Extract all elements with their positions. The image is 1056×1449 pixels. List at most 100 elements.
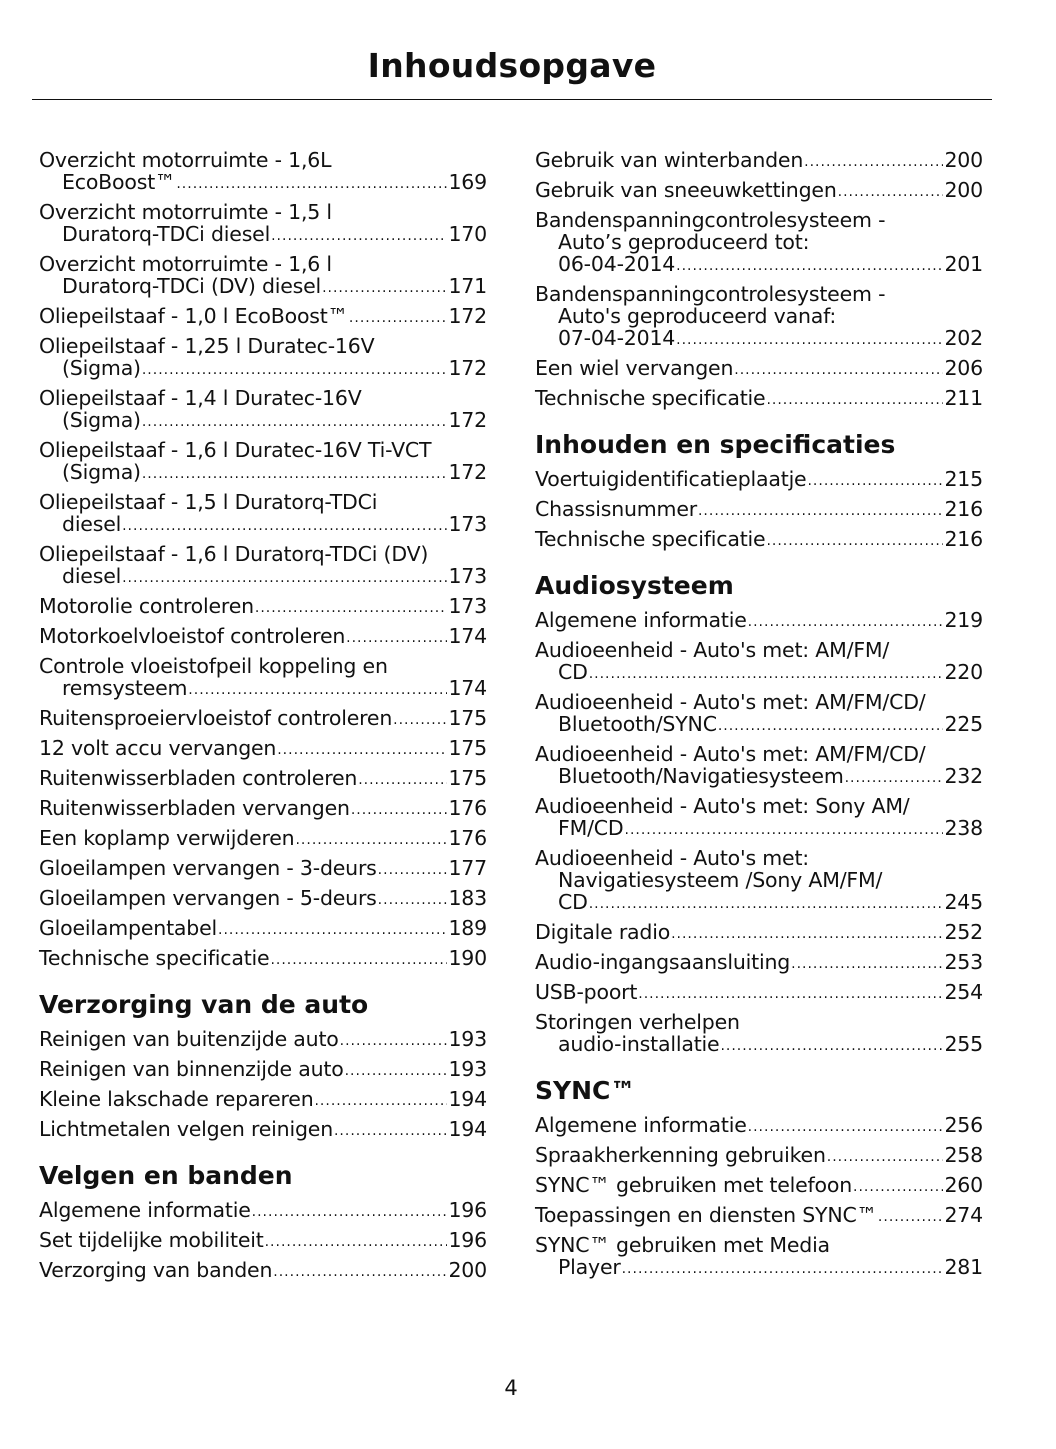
toc-page-number[interactable]: 216 (944, 527, 983, 551)
toc-entry[interactable]: Voertuigidentificatieplaatje 215 (535, 468, 983, 490)
toc-page-number[interactable]: 196 (448, 1198, 487, 1222)
toc-entry[interactable]: Gloeilampen vervangen - 3-deurs 177 (39, 857, 487, 879)
toc-page-number[interactable]: 170 (448, 222, 487, 246)
toc-entry[interactable]: Gebruik van winterbanden 200 (535, 149, 983, 171)
toc-page-number[interactable]: 260 (944, 1173, 983, 1197)
toc-page-number[interactable]: 225 (944, 712, 983, 736)
toc-page-number[interactable]: 175 (448, 736, 487, 760)
toc-page-number[interactable]: 211 (944, 386, 983, 410)
toc-page-number[interactable]: 175 (448, 766, 487, 790)
toc-page-number[interactable]: 173 (448, 512, 487, 536)
toc-entry[interactable]: Set tijdelijke mobiliteit 196 (39, 1229, 487, 1251)
toc-page-number[interactable]: 172 (448, 460, 487, 484)
toc-page-number[interactable]: 253 (944, 950, 983, 974)
toc-entry[interactable]: Digitale radio 252 (535, 921, 983, 943)
toc-entry[interactable]: Gloeilampentabel 189 (39, 917, 487, 939)
toc-page-number[interactable]: 193 (448, 1057, 487, 1081)
toc-page-number[interactable]: 189 (448, 916, 487, 940)
toc-page-number[interactable]: 200 (944, 178, 983, 202)
toc-entry[interactable]: Chassisnummer 216 (535, 498, 983, 520)
toc-page-number[interactable]: 245 (944, 890, 983, 914)
toc-page-number[interactable]: 232 (944, 764, 983, 788)
toc-page-number[interactable]: 194 (448, 1117, 487, 1141)
toc-page-number[interactable]: 258 (944, 1143, 983, 1167)
toc-entry[interactable]: Technische specificatie 211 (535, 387, 983, 409)
toc-page-number[interactable]: 196 (448, 1228, 487, 1252)
toc-page-number[interactable]: 252 (944, 920, 983, 944)
toc-entry[interactable]: SYNC™ gebruiken met telefoon 260 (535, 1174, 983, 1196)
toc-entry[interactable]: Controle vloeistofpeil koppeling en remsy… (39, 655, 487, 699)
toc-page-number[interactable]: 206 (944, 356, 983, 380)
toc-entry[interactable]: Ruitenwisserbladen vervangen 176 (39, 797, 487, 819)
toc-entry[interactable]: Ruitensproeiervloeistof controleren 175 (39, 707, 487, 729)
toc-page-number[interactable]: 171 (448, 274, 487, 298)
toc-entry[interactable]: Toepassingen en diensten SYNC™ 274 (535, 1204, 983, 1226)
toc-entry[interactable]: Technische specificatie 216 (535, 528, 983, 550)
toc-entry[interactable]: Ruitenwisserbladen controleren 175 (39, 767, 487, 789)
toc-entry[interactable]: Oliepeilstaaf - 1,4 l Duratec-16V (Sigma)… (39, 387, 487, 431)
toc-entry[interactable]: Oliepeilstaaf - 1,25 l Duratec-16V (Sigma… (39, 335, 487, 379)
toc-entry[interactable]: Motorolie controleren 173 (39, 595, 487, 617)
toc-entry[interactable]: Oliepeilstaaf - 1,6 l Duratec-16V Ti-VCT… (39, 439, 487, 483)
toc-page-number[interactable]: 219 (944, 608, 983, 632)
toc-page-number[interactable]: 200 (944, 148, 983, 172)
toc-entry[interactable]: Een koplamp verwijderen 176 (39, 827, 487, 849)
toc-entry[interactable]: Reinigen van binnenzijde auto 193 (39, 1058, 487, 1080)
toc-entry[interactable]: Spraakherkenning gebruiken 258 (535, 1144, 983, 1166)
toc-entry[interactable]: Oliepeilstaaf - 1,6 l Duratorq-TDCi (DV)… (39, 543, 487, 587)
toc-entry[interactable]: Audioeenheid - Auto's met: AM/FM/CD/Blue… (535, 691, 983, 735)
toc-page-number[interactable]: 176 (448, 796, 487, 820)
toc-page-number[interactable]: 274 (944, 1203, 983, 1227)
toc-entry[interactable]: Algemene informatie 219 (535, 609, 983, 631)
toc-entry[interactable]: Motorkoelvloeistof controleren 174 (39, 625, 487, 647)
toc-page-number[interactable]: 281 (944, 1255, 983, 1279)
toc-page-number[interactable]: 190 (448, 946, 487, 970)
toc-page-number[interactable]: 177 (448, 856, 487, 880)
toc-entry[interactable]: Een wiel vervangen 206 (535, 357, 983, 379)
toc-page-number[interactable]: 174 (448, 676, 487, 700)
toc-page-number[interactable]: 172 (448, 304, 487, 328)
toc-page-number[interactable]: 172 (448, 408, 487, 432)
toc-entry[interactable]: USB-poort 254 (535, 981, 983, 1003)
toc-page-number[interactable]: 201 (944, 252, 983, 276)
toc-page-number[interactable]: 200 (448, 1258, 487, 1282)
toc-entry[interactable]: Bandenspanningcontrolesysteem - Auto's ge… (535, 283, 983, 349)
toc-entry[interactable]: Oliepeilstaaf - 1,0 l EcoBoost™ 172 (39, 305, 487, 327)
toc-entry[interactable]: Audioeenheid - Auto's met: AM/FM/CD 220 (535, 639, 983, 683)
toc-page-number[interactable]: 216 (944, 497, 983, 521)
toc-entry[interactable]: Bandenspanningcontrolesysteem - Auto’s ge… (535, 209, 983, 275)
toc-entry[interactable]: Algemene informatie 196 (39, 1199, 487, 1221)
toc-entry[interactable]: Reinigen van buitenzijde auto 193 (39, 1028, 487, 1050)
toc-page-number[interactable]: 175 (448, 706, 487, 730)
toc-page-number[interactable]: 173 (448, 594, 487, 618)
toc-entry[interactable]: Overzicht motorruimte - 1,5 l Duratorq-TD… (39, 201, 487, 245)
toc-page-number[interactable]: 193 (448, 1027, 487, 1051)
toc-page-number[interactable]: 194 (448, 1087, 487, 1111)
toc-page-number[interactable]: 169 (448, 170, 487, 194)
toc-page-number[interactable]: 172 (448, 356, 487, 380)
toc-page-number[interactable]: 220 (944, 660, 983, 684)
toc-page-number[interactable]: 215 (944, 467, 983, 491)
toc-page-number[interactable]: 202 (944, 326, 983, 350)
toc-entry[interactable]: 12 volt accu vervangen 175 (39, 737, 487, 759)
toc-entry[interactable]: Lichtmetalen velgen reinigen 194 (39, 1118, 487, 1140)
toc-page-number[interactable]: 176 (448, 826, 487, 850)
toc-page-number[interactable]: 183 (448, 886, 487, 910)
toc-entry[interactable]: Kleine lakschade repareren 194 (39, 1088, 487, 1110)
toc-page-number[interactable]: 174 (448, 624, 487, 648)
toc-page-number[interactable]: 255 (944, 1032, 983, 1056)
toc-entry[interactable]: Gloeilampen vervangen - 5-deurs 183 (39, 887, 487, 909)
toc-entry[interactable]: Technische specificatie 190 (39, 947, 487, 969)
toc-page-number[interactable]: 238 (944, 816, 983, 840)
toc-page-number[interactable]: 254 (944, 980, 983, 1004)
toc-entry[interactable]: Audio-ingangsaansluiting 253 (535, 951, 983, 973)
toc-entry[interactable]: Audioeenheid - Auto's met: Sony AM/FM/CD… (535, 795, 983, 839)
toc-entry[interactable]: Audioeenheid - Auto's met: Navigatiesyste… (535, 847, 983, 913)
toc-entry[interactable]: Gebruik van sneeuwkettingen 200 (535, 179, 983, 201)
toc-entry[interactable]: Audioeenheid - Auto's met: AM/FM/CD/Blue… (535, 743, 983, 787)
toc-page-number[interactable]: 256 (944, 1113, 983, 1137)
toc-entry[interactable]: Verzorging van banden 200 (39, 1259, 487, 1281)
